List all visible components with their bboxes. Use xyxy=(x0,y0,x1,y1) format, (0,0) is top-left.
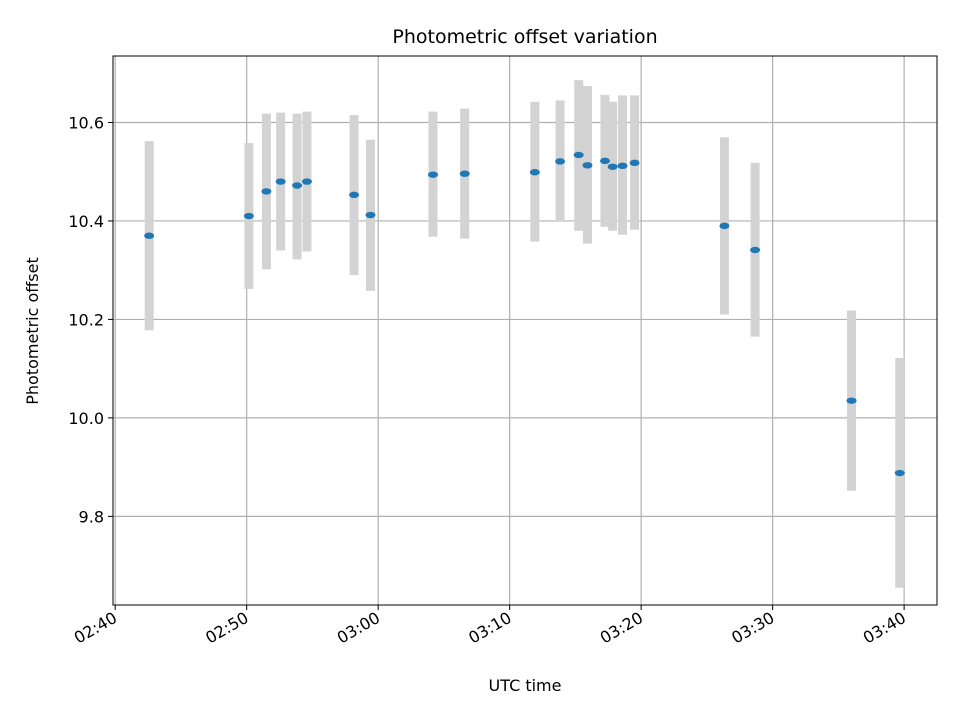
y-tick-label: 10.4 xyxy=(68,212,104,231)
chart-title: Photometric offset variation xyxy=(392,26,657,48)
x-axis-label: UTC time xyxy=(489,676,562,695)
data-point xyxy=(894,469,905,477)
data-point xyxy=(607,163,618,170)
data-point xyxy=(573,151,584,159)
data-point xyxy=(292,182,303,189)
data-point xyxy=(349,191,360,199)
plot-frame xyxy=(112,55,938,606)
data-point xyxy=(243,212,254,220)
data-point xyxy=(427,171,438,178)
data-point xyxy=(750,246,761,254)
y-axis-ticks: 9.8 10.0 10.2 10.4 10.6 xyxy=(68,113,113,526)
y-tick-label: 10.2 xyxy=(68,310,104,329)
data-point xyxy=(719,222,730,230)
y-axis-label: Photometric offset xyxy=(23,257,42,405)
y-tick-label: 10.6 xyxy=(68,113,104,132)
data-point xyxy=(275,178,286,185)
data-point xyxy=(529,169,540,176)
data-point xyxy=(599,157,610,165)
data-point xyxy=(629,159,640,167)
data-point xyxy=(846,397,857,404)
data-point xyxy=(301,178,312,185)
data-point xyxy=(144,232,155,239)
data-point xyxy=(261,188,272,195)
data-point xyxy=(365,211,376,219)
data-point xyxy=(617,162,628,169)
data-point xyxy=(582,162,593,169)
data-points xyxy=(144,151,905,477)
data-point xyxy=(555,158,566,165)
y-tick-label: 10.0 xyxy=(68,409,104,428)
data-point xyxy=(459,170,470,177)
y-tick-label: 9.8 xyxy=(79,507,104,526)
